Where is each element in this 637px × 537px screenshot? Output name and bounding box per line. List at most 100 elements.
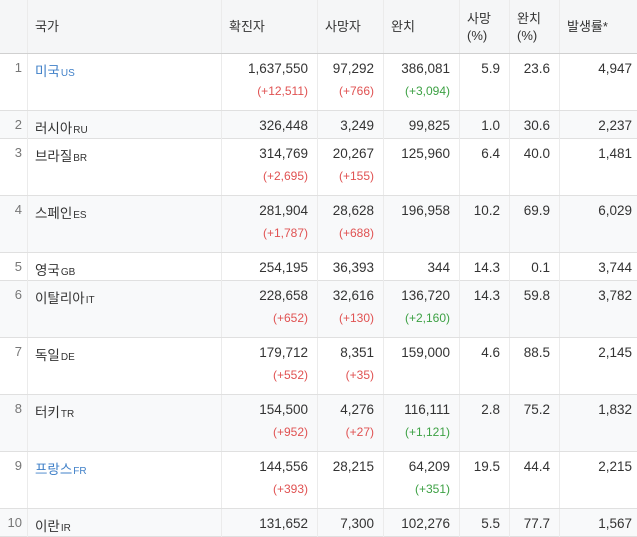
- rank-cell: 2: [0, 111, 28, 141]
- death-pct-cell: 6.4: [460, 139, 510, 195]
- country-cell: 이탈리아IT: [28, 281, 222, 337]
- deaths-cell: 8,351 (+35): [318, 338, 384, 394]
- recovered-value: 64,209: [408, 459, 450, 474]
- recovered-pct-cell: 30.6: [510, 111, 560, 141]
- death-pct-value: 6.4: [481, 146, 500, 161]
- recovered-value: 102,276: [401, 516, 450, 531]
- country-link[interactable]: 프랑스FR: [35, 462, 87, 477]
- deaths-value: 32,616: [332, 288, 374, 303]
- rank-cell: 8: [0, 395, 28, 451]
- country-name: 독일: [35, 348, 60, 363]
- country-name: 브라질: [35, 149, 73, 164]
- confirmed-cell: 144,556 (+393): [222, 452, 318, 508]
- rank-cell: 4: [0, 196, 28, 252]
- country-code: FR: [73, 466, 87, 477]
- country-code: RU: [73, 125, 88, 136]
- confirmed-delta: (+952): [272, 425, 308, 439]
- recovered-cell: 196,958: [384, 196, 460, 252]
- confirmed-delta: (+393): [272, 482, 308, 496]
- rank-value: 4: [14, 202, 22, 217]
- rank-value: 5: [14, 259, 22, 274]
- country-code: BR: [73, 153, 88, 164]
- incidence-cell: 2,145: [560, 338, 637, 394]
- country-link[interactable]: 미국US: [35, 64, 75, 79]
- country-code: GB: [60, 267, 76, 278]
- country-cell: 터키TR: [28, 395, 222, 451]
- header-death-pct-line1: 사망: [467, 10, 491, 26]
- incidence-value: 1,567: [598, 516, 632, 531]
- country-code: IR: [60, 523, 71, 534]
- deaths-value: 20,267: [332, 146, 374, 161]
- confirmed-value: 1,637,550: [247, 61, 308, 76]
- recovered-pct-cell: 77.7: [510, 509, 560, 537]
- country-link[interactable]: 터키TR: [35, 405, 74, 420]
- country-link[interactable]: 영국GB: [35, 263, 75, 278]
- header-recovered-label: 완치: [391, 19, 415, 34]
- deaths-cell: 7,300: [318, 509, 384, 537]
- table-row: 5 영국GB 254,195 36,393 344 14.3 0.1 3,744: [0, 253, 637, 283]
- country-cell: 러시아RU: [28, 111, 222, 141]
- recovered-value: 159,000: [401, 345, 450, 360]
- incidence-value: 1,481: [598, 146, 632, 161]
- recovered-value: 196,958: [401, 203, 450, 218]
- header-deaths: 사망자: [318, 0, 384, 53]
- country-name: 터키: [35, 405, 60, 420]
- rank-cell: 7: [0, 338, 28, 394]
- incidence-value: 2,145: [598, 345, 632, 360]
- confirmed-delta: (+552): [272, 368, 308, 382]
- death-pct-cell: 19.5: [460, 452, 510, 508]
- incidence-cell: 1,481: [560, 139, 637, 195]
- rank-value: 6: [14, 287, 22, 302]
- country-code: IT: [85, 295, 95, 306]
- rank-value: 1: [14, 60, 22, 75]
- confirmed-value: 326,448: [259, 118, 308, 133]
- rank-value: 9: [14, 458, 22, 473]
- table-header-row: 국가 확진자 사망자 완치 사망 (%) 완치 (%) 발생률*: [0, 0, 637, 54]
- death-pct-cell: 2.8: [460, 395, 510, 451]
- recovered-pct-value: 0.1: [531, 260, 550, 275]
- death-pct-value: 1.0: [481, 118, 500, 133]
- death-pct-value: 14.3: [473, 260, 500, 275]
- incidence-value: 1,832: [598, 402, 632, 417]
- confirmed-cell: 179,712 (+552): [222, 338, 318, 394]
- deaths-delta: (+27): [345, 425, 374, 439]
- rank-value: 10: [7, 515, 22, 530]
- table-body: 1 미국US 1,637,550 (+12,511) 97,292 (+766)…: [0, 54, 637, 537]
- incidence-value: 3,744: [598, 260, 632, 275]
- country-link[interactable]: 러시아RU: [35, 121, 88, 136]
- recovered-cell: 102,276: [384, 509, 460, 537]
- rank-cell: 9: [0, 452, 28, 508]
- country-link[interactable]: 독일DE: [35, 348, 75, 363]
- rank-value: 2: [14, 117, 22, 132]
- confirmed-value: 144,556: [259, 459, 308, 474]
- deaths-value: 7,300: [340, 516, 374, 531]
- country-link[interactable]: 스페인ES: [35, 206, 87, 221]
- recovered-delta: (+351): [414, 482, 450, 496]
- header-recovered-pct-line2: (%): [517, 27, 538, 43]
- confirmed-delta: (+2,695): [262, 169, 308, 183]
- header-rank: [0, 0, 28, 53]
- country-link[interactable]: 이탈리아IT: [35, 291, 95, 306]
- deaths-cell: 28,215: [318, 452, 384, 508]
- deaths-value: 8,351: [340, 345, 374, 360]
- rank-cell: 3: [0, 139, 28, 195]
- death-pct-cell: 4.6: [460, 338, 510, 394]
- country-cell: 이란IR: [28, 509, 222, 537]
- country-name: 미국: [35, 64, 60, 79]
- incidence-value: 4,947: [598, 61, 632, 76]
- recovered-pct-value: 23.6: [523, 61, 550, 76]
- country-cell: 프랑스FR: [28, 452, 222, 508]
- country-link[interactable]: 이란IR: [35, 519, 71, 534]
- deaths-delta: (+130): [338, 311, 374, 325]
- table-row: 8 터키TR 154,500 (+952) 4,276 (+27) 116,11…: [0, 395, 637, 452]
- rank-value: 3: [14, 145, 22, 160]
- recovered-pct-value: 40.0: [523, 146, 550, 161]
- confirmed-cell: 154,500 (+952): [222, 395, 318, 451]
- rank-cell: 5: [0, 253, 28, 283]
- country-link[interactable]: 브라질BR: [35, 149, 87, 164]
- deaths-cell: 97,292 (+766): [318, 54, 384, 110]
- country-name: 러시아: [35, 121, 73, 136]
- incidence-cell: 2,237: [560, 111, 637, 141]
- confirmed-value: 281,904: [259, 203, 308, 218]
- header-incidence: 발생률*: [560, 0, 637, 53]
